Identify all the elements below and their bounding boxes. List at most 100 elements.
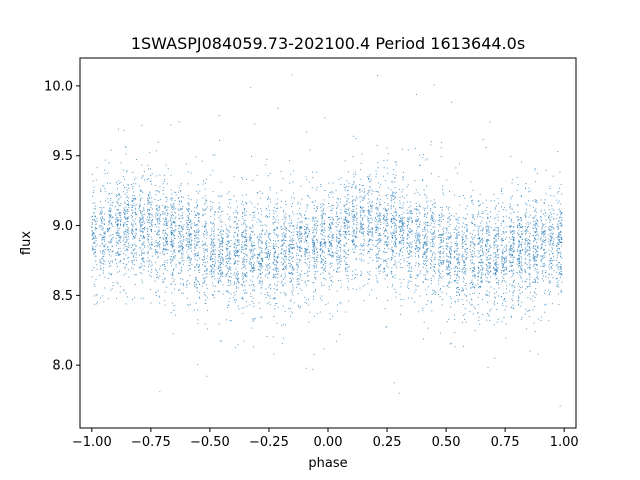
data-point <box>549 281 551 283</box>
data-point <box>277 268 279 270</box>
data-point <box>519 252 521 254</box>
data-point <box>487 294 489 296</box>
data-point <box>495 205 497 207</box>
data-point <box>560 237 562 239</box>
data-point <box>340 228 342 230</box>
data-point <box>180 236 182 238</box>
data-point <box>462 242 464 244</box>
data-point <box>251 203 253 205</box>
data-point <box>149 194 151 196</box>
data-point <box>230 276 232 278</box>
data-point <box>449 266 451 268</box>
data-point <box>395 228 397 230</box>
data-point <box>159 275 161 277</box>
data-point <box>372 190 374 192</box>
data-point <box>164 268 166 270</box>
data-point <box>418 211 420 213</box>
data-point <box>123 253 125 254</box>
data-point <box>311 187 313 189</box>
data-point <box>213 264 215 266</box>
data-point <box>103 232 105 234</box>
data-point <box>205 284 207 286</box>
data-point <box>182 217 184 219</box>
data-point <box>409 219 411 221</box>
data-point <box>457 298 459 300</box>
data-point <box>177 191 179 193</box>
data-point <box>178 242 180 244</box>
data-point <box>409 274 411 276</box>
data-point <box>416 240 418 242</box>
data-point <box>210 208 212 210</box>
data-point <box>423 252 425 254</box>
data-point <box>403 211 405 213</box>
data-point <box>127 238 129 240</box>
data-point <box>362 232 364 234</box>
data-point <box>304 214 306 216</box>
data-point <box>251 255 253 257</box>
data-point <box>489 216 491 218</box>
data-point <box>207 250 209 252</box>
data-point <box>108 265 110 267</box>
data-point <box>288 215 290 217</box>
data-point <box>252 255 254 257</box>
data-point <box>165 196 167 198</box>
data-point <box>151 269 153 271</box>
data-point <box>264 252 266 254</box>
data-point <box>549 226 551 228</box>
data-point <box>172 217 174 219</box>
data-point <box>262 229 264 231</box>
data-point <box>480 240 482 242</box>
data-point <box>337 198 339 200</box>
data-point <box>391 250 393 252</box>
data-point <box>377 198 379 200</box>
data-point <box>142 258 143 260</box>
data-point <box>416 274 418 276</box>
data-point <box>368 181 370 183</box>
data-point <box>292 234 294 236</box>
data-point <box>301 227 303 229</box>
data-point <box>469 248 471 250</box>
data-point <box>104 235 106 237</box>
data-point <box>338 261 340 263</box>
data-point <box>512 273 514 275</box>
data-point <box>560 290 562 292</box>
data-point <box>494 274 496 276</box>
data-point <box>395 296 397 298</box>
data-point <box>385 235 387 237</box>
data-point <box>470 181 472 183</box>
data-point <box>99 226 101 228</box>
data-point <box>386 230 388 232</box>
data-point <box>256 191 258 193</box>
data-point <box>220 281 222 283</box>
data-point <box>181 226 183 228</box>
data-point <box>235 255 237 257</box>
data-point <box>324 267 326 269</box>
data-point <box>140 218 142 220</box>
data-point <box>376 208 378 210</box>
data-point <box>172 229 174 231</box>
data-point <box>158 244 160 246</box>
data-point <box>321 299 323 301</box>
data-point <box>281 325 283 327</box>
data-point <box>414 192 416 194</box>
data-point <box>416 209 418 211</box>
data-point <box>331 276 333 278</box>
data-point <box>343 251 345 253</box>
data-point <box>524 280 526 282</box>
data-point <box>157 257 159 259</box>
data-point <box>170 256 172 258</box>
data-point <box>501 238 503 240</box>
data-point <box>226 236 228 238</box>
data-point <box>122 191 124 193</box>
data-point <box>227 262 229 264</box>
data-point <box>347 254 349 256</box>
data-point <box>481 261 483 263</box>
data-point <box>337 203 339 205</box>
data-point <box>512 233 514 235</box>
data-point <box>257 235 259 237</box>
data-point <box>376 191 378 193</box>
data-point <box>495 268 497 270</box>
data-point <box>134 264 136 266</box>
data-point <box>543 255 545 257</box>
data-point <box>425 221 427 223</box>
